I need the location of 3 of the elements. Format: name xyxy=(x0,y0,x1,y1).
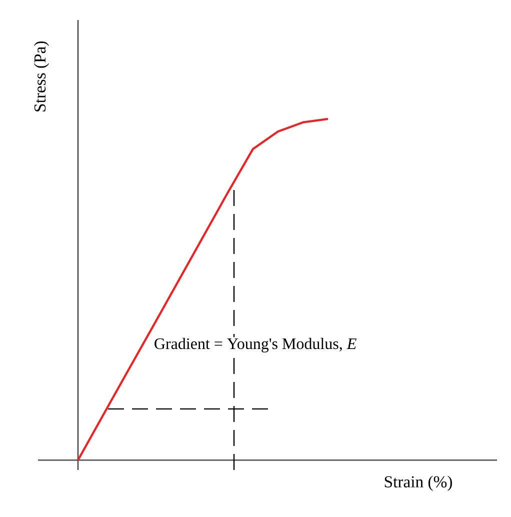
annotation: Gradient = Young's Modulus, E xyxy=(154,338,356,352)
x-axis-title: Strain (%) xyxy=(384,476,452,491)
y-axis-title: Stress (Pa) xyxy=(34,41,49,112)
